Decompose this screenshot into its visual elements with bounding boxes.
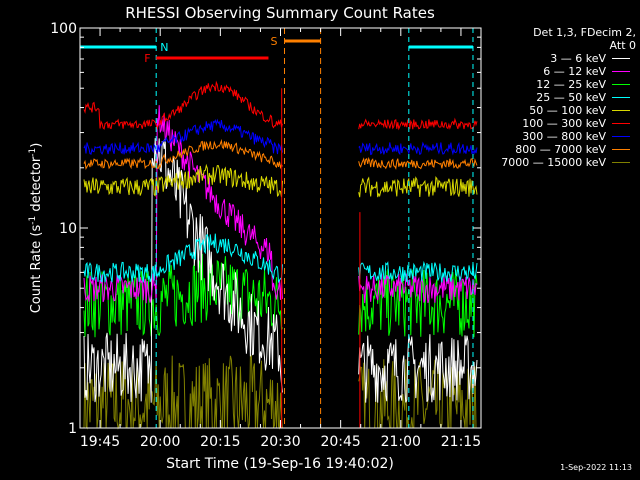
x-tick-label-3: 20:30 [260,434,300,450]
series-6-12-line-1 [358,273,478,304]
series-300-800-line-1 [358,141,478,156]
axes: 1 10 100 19:45 20:00 20:15 20:30 20:45 21:00 21:1… [50,21,482,450]
legend-entry: 100 — 300 keV [486,117,636,130]
x-tick-label-5: 21:00 [381,434,421,450]
legend-swatch [612,71,630,72]
legend-entry: 800 — 7000 keV [486,143,636,156]
x-axis-label: Start Time (19-Sep-16 19:40:02) [166,456,394,472]
legend-entry: 25 — 50 keV [486,91,636,104]
legend-label: 3 — 6 keV [550,52,606,65]
series-50-100-line-1 [358,176,478,198]
x-tick-label-6: 21:15 [441,434,481,450]
plot-area: NF S [80,28,478,430]
legend-entry: 6 — 12 keV [486,65,636,78]
series-100-300-line-1 [358,117,478,131]
legend-label: 100 — 300 keV [522,117,606,130]
series-3-6-line-0 [83,138,283,403]
series-25-50-line-0 [83,233,283,284]
night-label: N [160,41,168,54]
series-12-25-line-0 [83,253,283,338]
legend-label: 50 — 100 keV [529,104,606,117]
legend-swatch [612,136,630,137]
legend-swatch [612,97,630,98]
legend-label: 800 — 7000 keV [515,143,606,156]
legend-entry: 50 — 100 keV [486,104,636,117]
legend-header-2: Att 0 [609,39,636,52]
series-50-100-line-0 [83,163,283,198]
y-tick-label-1: 10 [59,221,77,237]
x-tick-label-1: 20:00 [140,434,180,450]
y-tick-label-2: 100 [50,21,77,37]
series-100-300-line-0 [83,80,283,130]
legend-label: 7000 — 15000 keV [501,156,606,169]
chart-title: RHESSI Observing Summary Count Rates [125,4,435,22]
flare-label: F [144,52,150,65]
legend-label: 12 — 25 keV [536,78,606,91]
legend: Det 1,3, FDecim 2, Att 0 3 — 6 keV 6 — 12… [486,26,636,169]
x-tick-label-0: 19:45 [80,434,120,450]
legend-label: 300 — 800 keV [522,130,606,143]
series-800-7000-line-1 [358,156,478,170]
series-25-50-line-1 [358,260,478,283]
legend-entry: 12 — 25 keV [486,78,636,91]
render-timestamp: 1-Sep-2022 11:13 [560,463,632,472]
series-800-7000-line-0 [83,138,283,171]
legend-swatch [612,110,630,111]
legend-swatch [612,84,630,85]
series-6-12-line-0 [83,105,283,304]
x-tick-label-2: 20:15 [200,434,240,450]
legend-swatch [612,123,630,124]
legend-swatch [612,162,630,163]
legend-entry: 3 — 6 keV [486,52,636,65]
legend-swatch [612,149,630,150]
y-tick-label-0: 1 [68,421,77,437]
legend-label: 6 — 12 keV [543,65,606,78]
legend-entry: 7000 — 15000 keV [486,156,636,169]
legend-entry: 300 — 800 keV [486,130,636,143]
x-tick-label-4: 20:45 [320,434,360,450]
legend-swatch [612,58,630,59]
series-3-6-line-1 [358,334,478,403]
y-axis-label: Count Rate (s-1 detector-1) [28,143,44,314]
series-7000-15000-line-0 [83,354,283,430]
series-300-800-line-0 [83,118,283,155]
legend-label: 25 — 50 keV [536,91,606,104]
series-12-25-line-1 [358,268,478,338]
legend-header-1: Det 1,3, FDecim 2, [533,26,636,39]
saa-label: S [271,35,278,48]
